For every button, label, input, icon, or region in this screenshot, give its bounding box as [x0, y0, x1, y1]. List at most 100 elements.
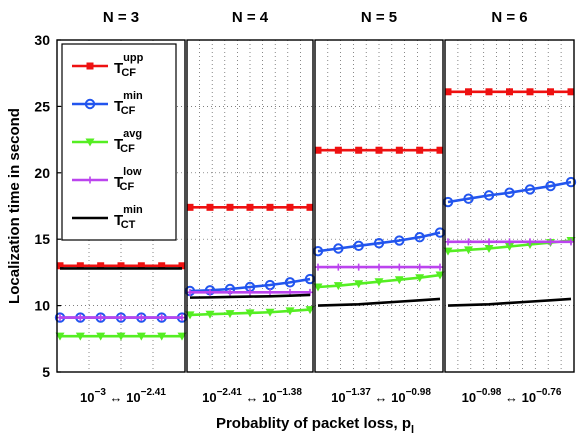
point-1-3-5 [136, 332, 146, 341]
ytick-label-5: 30 [34, 32, 50, 48]
legend-marker-2 [84, 98, 96, 110]
point-4-1-3 [485, 88, 493, 96]
point-2-1-4 [246, 203, 254, 211]
point-4-1-4 [506, 88, 513, 96]
point-3-2-1 [312, 245, 324, 257]
point-3-4-2 [334, 263, 342, 271]
point-1-4-3 [97, 314, 105, 322]
series-line-2-5 [189, 293, 311, 299]
point-1-3-7 [177, 332, 187, 341]
point-3-2-7 [434, 227, 446, 238]
point-3-1-5 [395, 146, 403, 154]
point-4-2-7 [565, 176, 577, 188]
point-1-1-5 [137, 262, 145, 270]
panel-frame-2 [186, 39, 314, 373]
legend-marker-1 [86, 62, 94, 70]
legend-marker-3 [85, 138, 95, 147]
point-2-4-3 [226, 288, 234, 296]
point-2-3-2 [205, 310, 215, 319]
point-4-2-4 [504, 187, 515, 198]
panel-xrange-1: 10−3 ↔ 10−2.41 [80, 387, 166, 405]
legend-label-5: Tmin CT [114, 204, 143, 231]
point-2-3-7 [305, 306, 315, 315]
point-2-2-7 [304, 273, 316, 285]
point-4-4-2 [465, 238, 472, 246]
legend: Tupp CF Tmin CF Tavg CF Tlow CF Tmin CT [61, 43, 177, 241]
point-3-1-3 [355, 146, 363, 154]
point-2-3-6 [285, 307, 295, 316]
legend-marker-4 [86, 176, 94, 184]
panel-xrange-4: 10−0.98 ↔ 10−0.76 [462, 387, 562, 405]
point-3-4-4 [375, 263, 383, 271]
point-1-4-2 [76, 314, 84, 322]
point-1-3-3 [96, 332, 106, 341]
x-axis-label: Probablity of packet loss, pl [216, 415, 414, 436]
point-1-1-1 [56, 262, 64, 270]
point-1-1-3 [97, 262, 105, 270]
point-2-2-6 [284, 277, 296, 288]
point-3-3-4 [374, 278, 384, 287]
legend-label-2: Tmin CF [114, 90, 143, 117]
panel-title-3: N = 5 [361, 9, 397, 26]
series-line-3-2 [317, 231, 441, 253]
panel-title-2: N = 4 [232, 9, 269, 26]
point-3-2-6 [414, 232, 425, 243]
point-3-4-6 [416, 263, 424, 271]
point-4-2-5 [524, 184, 536, 195]
point-4-2-1 [442, 196, 454, 208]
point-2-3-1 [185, 311, 195, 320]
point-4-2-6 [545, 180, 556, 192]
point-4-1-2 [465, 88, 472, 96]
ytick-label-0: 5 [42, 364, 50, 380]
point-4-1-1 [444, 88, 452, 96]
point-1-3-6 [157, 332, 167, 341]
panel-title-1: N = 3 [103, 9, 139, 26]
chart-text: N = 3 10−3 ↔ 10−2.41 N = 4 10−2.41 ↔ 10−1.3… [6, 9, 562, 436]
point-3-1-4 [375, 146, 383, 154]
point-3-3-7 [435, 271, 445, 280]
point-4-3-1 [443, 247, 453, 256]
point-3-3-1 [313, 283, 323, 292]
y-axis-label: Localization time in second [6, 108, 23, 304]
point-1-1-4 [117, 262, 125, 270]
point-1-3-2 [75, 332, 85, 341]
point-1-1-6 [158, 262, 166, 270]
point-2-1-1 [186, 203, 194, 211]
point-4-4-5 [526, 238, 534, 246]
point-3-1-2 [334, 146, 342, 154]
point-2-4-4 [246, 288, 254, 296]
ytick-label-2: 15 [34, 231, 50, 247]
point-4-1-7 [567, 88, 575, 96]
legend-label-3: Tavg CF [114, 128, 142, 155]
point-4-3-4 [505, 243, 514, 252]
point-3-2-2 [333, 243, 344, 254]
point-3-3-5 [394, 276, 404, 285]
series-lines [54, 88, 577, 341]
point-3-4-5 [395, 263, 403, 271]
point-3-3-2 [333, 282, 343, 291]
point-1-3-1 [55, 332, 65, 341]
point-4-1-6 [547, 88, 554, 96]
point-2-3-3 [225, 310, 235, 319]
ytick-label-3: 20 [34, 165, 50, 181]
point-4-4-4 [506, 238, 513, 246]
point-2-4-5 [266, 288, 274, 296]
ytick-label-1: 10 [34, 298, 50, 314]
point-2-4-2 [206, 288, 214, 296]
point-1-1-2 [76, 262, 84, 270]
point-4-2-2 [463, 193, 474, 204]
series-line-4-5 [447, 297, 572, 307]
point-1-4-6 [158, 314, 166, 322]
point-2-3-4 [245, 309, 255, 318]
point-1-3-4 [116, 332, 126, 341]
point-3-2-5 [394, 235, 405, 246]
point-1-4-5 [137, 314, 145, 322]
point-2-1-3 [226, 203, 234, 211]
point-1-1-7 [178, 262, 186, 270]
point-3-1-7 [436, 146, 444, 154]
point-3-3-3 [354, 280, 364, 289]
point-3-1-6 [416, 146, 424, 154]
point-3-4-3 [355, 263, 363, 271]
point-4-4-3 [485, 238, 493, 246]
